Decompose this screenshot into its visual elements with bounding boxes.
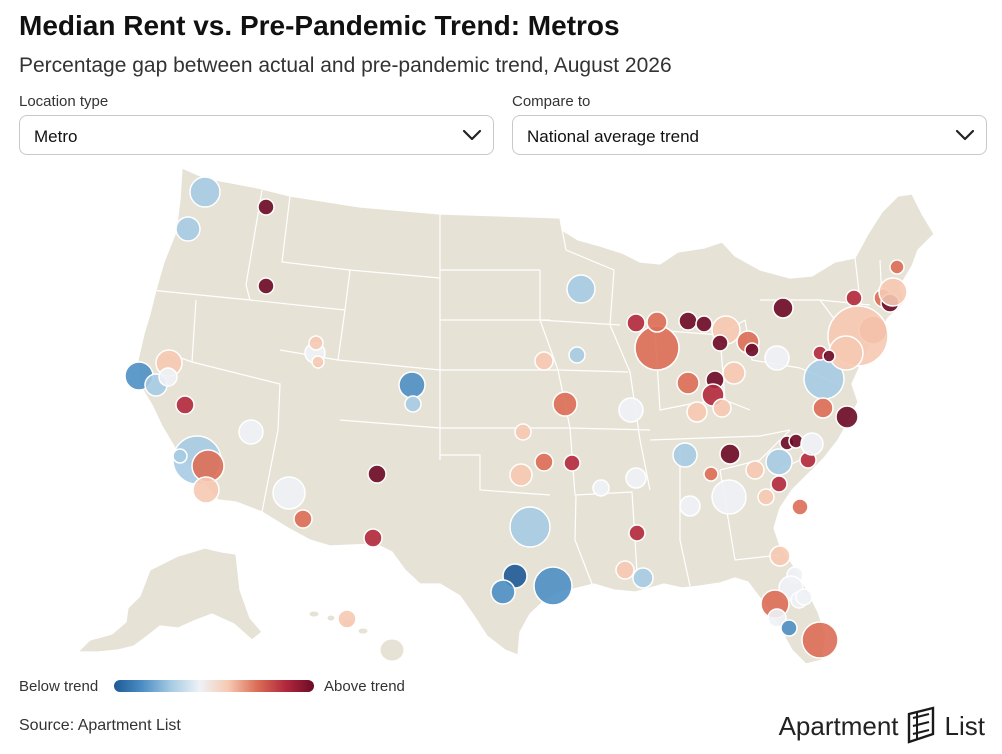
hawaii-island [379,638,405,662]
metro-marker[interactable] [835,405,859,429]
source-note: Source: Apartment List [19,717,181,734]
metro-marker[interactable] [509,463,533,487]
hawaii-island [308,610,320,618]
metro-marker[interactable] [744,342,760,358]
metro-marker[interactable] [703,466,719,482]
metro-marker[interactable] [745,460,765,480]
metro-marker[interactable] [534,351,554,371]
location-type-select[interactable]: Metro [19,115,494,155]
metro-marker[interactable] [311,355,325,369]
location-type-value: Metro [34,127,78,146]
compare-to-value: National average trend [527,127,700,146]
metro-marker[interactable] [672,442,698,468]
metro-marker[interactable] [765,448,793,476]
legend-below-label: Below trend [19,678,99,695]
compare-to-label: Compare to [512,93,591,110]
metro-marker[interactable] [711,334,729,352]
metro-marker[interactable] [676,371,700,395]
metro-marker[interactable] [632,567,654,589]
page-subtitle: Percentage gap between actual and pre-pa… [19,54,672,77]
alaska-landmass [76,547,263,653]
page-title: Median Rent vs. Pre-Pandemic Trend: Metr… [19,10,620,41]
metro-marker[interactable] [534,452,554,472]
metro-marker[interactable] [769,545,791,567]
metro-marker[interactable] [767,608,787,628]
metro-marker[interactable] [308,335,324,351]
metro-marker[interactable] [514,423,532,441]
metro-marker[interactable] [158,367,178,387]
metro-marker[interactable] [293,509,313,529]
metro-marker[interactable] [337,609,357,629]
metro-marker[interactable] [509,506,551,548]
metro-marker[interactable] [626,313,646,333]
metro-marker[interactable] [172,448,188,464]
metro-marker[interactable] [646,311,668,333]
metro-marker[interactable] [822,349,836,363]
metro-marker[interactable] [795,588,813,606]
metro-marker[interactable] [398,371,426,399]
metro-marker[interactable] [878,277,908,307]
metro-marker[interactable] [257,198,275,216]
metro-marker[interactable] [764,345,790,371]
metro-marker[interactable] [625,467,647,489]
metro-markers [124,176,908,659]
metro-marker[interactable] [772,297,794,319]
metro-marker[interactable] [628,524,646,542]
metro-marker[interactable] [711,479,747,515]
metro-marker[interactable] [780,619,798,637]
metro-marker[interactable] [592,479,610,497]
metro-marker[interactable] [686,401,708,423]
metro-marker[interactable] [566,274,596,304]
metro-marker[interactable] [192,476,220,504]
legend-above-label: Above trend [324,678,405,695]
metro-marker[interactable] [678,311,698,331]
metro-marker[interactable] [175,395,195,415]
metro-marker[interactable] [800,432,824,456]
chevron-down-icon [955,129,975,141]
metro-marker[interactable] [490,579,516,605]
metro-marker[interactable] [889,259,905,275]
chevron-down-icon [462,129,482,141]
metro-marker[interactable] [812,397,834,419]
metro-marker[interactable] [363,528,383,548]
metro-marker[interactable] [404,395,422,413]
land-layer [76,167,935,665]
brand-word-apartment: Apartment [778,710,899,741]
metro-marker[interactable] [719,443,741,465]
metro-marker[interactable] [757,488,775,506]
metro-marker[interactable] [238,419,264,445]
legend-color-ramp [114,680,314,692]
metro-marker[interactable] [845,289,863,307]
metro-marker[interactable] [801,621,839,659]
us-metro-map [76,167,935,665]
metro-marker[interactable] [563,454,581,472]
metro-marker[interactable] [257,277,275,295]
metro-marker[interactable] [695,315,713,333]
metro-marker[interactable] [679,495,701,517]
contiguous-us-landmass [137,167,935,665]
metro-marker[interactable] [189,176,221,208]
metro-marker[interactable] [712,398,732,418]
metro-marker[interactable] [175,216,201,242]
apartment-list-logo-icon [907,706,934,744]
metro-marker[interactable] [568,346,586,364]
metro-marker[interactable] [770,475,788,493]
hawaii-island [357,627,369,635]
metro-marker[interactable] [618,397,644,423]
compare-to-select[interactable]: National average trend [512,115,987,155]
brand-word-list: List [944,710,985,741]
metro-marker[interactable] [533,566,573,606]
metro-marker[interactable] [791,498,809,516]
metro-marker[interactable] [722,361,746,385]
brand-logo[interactable]: Apartment List [779,706,985,746]
hawaii-island [326,614,336,622]
metro-marker[interactable] [615,560,635,580]
metro-marker[interactable] [367,464,387,484]
location-type-label: Location type [19,93,109,110]
metro-marker[interactable] [272,476,306,510]
metro-marker[interactable] [552,391,578,417]
